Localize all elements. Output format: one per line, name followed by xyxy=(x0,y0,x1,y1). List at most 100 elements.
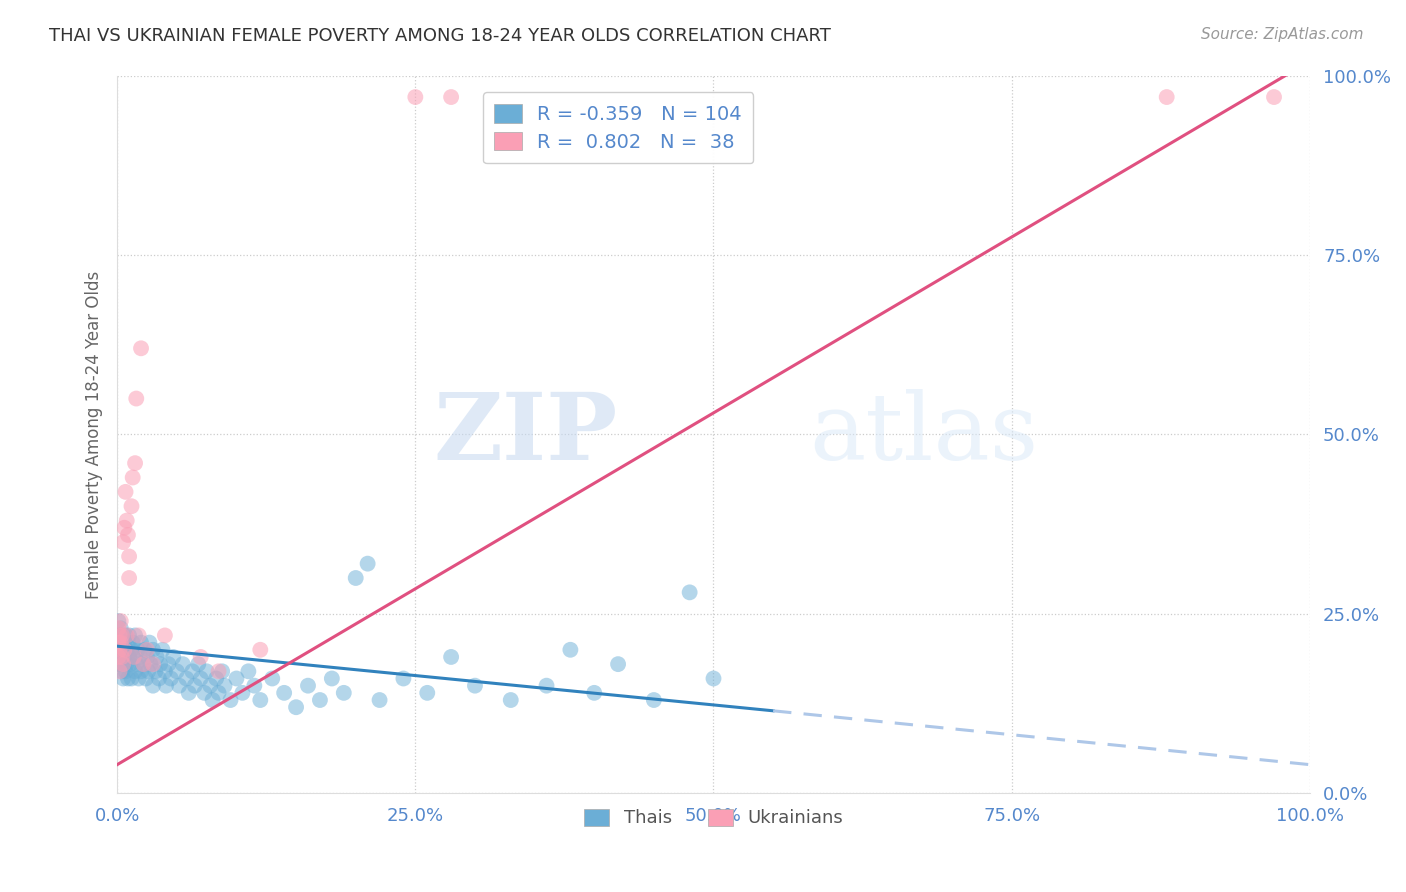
Point xyxy=(149,657,172,672)
Point xyxy=(181,665,204,679)
Point xyxy=(107,650,129,665)
Point xyxy=(136,665,159,679)
Point xyxy=(115,514,138,528)
Point xyxy=(262,672,284,686)
Point xyxy=(211,665,233,679)
Point xyxy=(172,657,194,672)
Point xyxy=(205,672,228,686)
Point xyxy=(118,650,141,665)
Point xyxy=(125,657,148,672)
Point xyxy=(1156,90,1178,104)
Point xyxy=(309,693,332,707)
Point xyxy=(440,90,463,104)
Point xyxy=(138,635,160,649)
Point xyxy=(108,642,131,657)
Point xyxy=(560,642,582,657)
Point xyxy=(160,672,183,686)
Point xyxy=(142,679,165,693)
Point xyxy=(333,686,356,700)
Point xyxy=(108,628,131,642)
Point xyxy=(112,650,135,665)
Point xyxy=(122,650,145,665)
Point xyxy=(142,642,165,657)
Text: THAI VS UKRAINIAN FEMALE POVERTY AMONG 18-24 YEAR OLDS CORRELATION CHART: THAI VS UKRAINIAN FEMALE POVERTY AMONG 1… xyxy=(49,27,831,45)
Point xyxy=(416,686,439,700)
Point xyxy=(183,679,205,693)
Point xyxy=(214,679,236,693)
Point xyxy=(136,650,159,665)
Point xyxy=(145,650,167,665)
Point xyxy=(243,679,266,693)
Point xyxy=(111,650,134,665)
Point xyxy=(148,672,170,686)
Point xyxy=(201,693,224,707)
Point xyxy=(321,672,343,686)
Point xyxy=(112,642,135,657)
Point xyxy=(121,672,143,686)
Point xyxy=(117,635,139,649)
Point xyxy=(111,628,134,642)
Point xyxy=(111,665,134,679)
Point xyxy=(297,679,319,693)
Point xyxy=(107,657,129,672)
Point xyxy=(112,642,135,657)
Point xyxy=(643,693,665,707)
Point xyxy=(121,470,143,484)
Point xyxy=(679,585,702,599)
Point xyxy=(115,657,138,672)
Point xyxy=(129,665,152,679)
Point xyxy=(107,635,129,649)
Y-axis label: Female Poverty Among 18-24 Year Olds: Female Poverty Among 18-24 Year Olds xyxy=(86,270,103,599)
Point xyxy=(162,650,184,665)
Point xyxy=(127,642,149,657)
Point xyxy=(118,628,141,642)
Point xyxy=(110,621,132,635)
Point xyxy=(110,657,132,672)
Point xyxy=(153,665,176,679)
Point xyxy=(124,456,146,470)
Point xyxy=(464,679,486,693)
Point xyxy=(121,500,143,514)
Point xyxy=(108,628,131,642)
Point xyxy=(167,679,190,693)
Point xyxy=(110,614,132,628)
Point xyxy=(112,635,135,649)
Point xyxy=(117,672,139,686)
Point xyxy=(107,635,129,649)
Point xyxy=(200,679,222,693)
Point xyxy=(152,642,174,657)
Point xyxy=(107,614,129,628)
Point xyxy=(139,657,162,672)
Point xyxy=(114,665,136,679)
Point xyxy=(120,657,142,672)
Point xyxy=(112,657,135,672)
Point xyxy=(536,679,558,693)
Point xyxy=(499,693,522,707)
Point xyxy=(115,628,138,642)
Point xyxy=(392,672,415,686)
Point xyxy=(404,90,426,104)
Point xyxy=(368,693,391,707)
Point xyxy=(108,642,131,657)
Point xyxy=(132,657,155,672)
Point xyxy=(238,665,260,679)
Point xyxy=(114,484,136,499)
Point xyxy=(122,650,145,665)
Point xyxy=(124,665,146,679)
Point xyxy=(107,621,129,635)
Point xyxy=(125,392,148,406)
Point xyxy=(344,571,367,585)
Point xyxy=(143,665,166,679)
Point xyxy=(128,672,150,686)
Point xyxy=(135,672,157,686)
Text: Source: ZipAtlas.com: Source: ZipAtlas.com xyxy=(1201,27,1364,42)
Point xyxy=(153,628,176,642)
Point xyxy=(440,650,463,665)
Point xyxy=(129,635,152,649)
Point xyxy=(114,628,136,642)
Point xyxy=(117,528,139,542)
Point xyxy=(231,686,253,700)
Point xyxy=(112,521,135,535)
Point xyxy=(583,686,606,700)
Point xyxy=(142,657,165,672)
